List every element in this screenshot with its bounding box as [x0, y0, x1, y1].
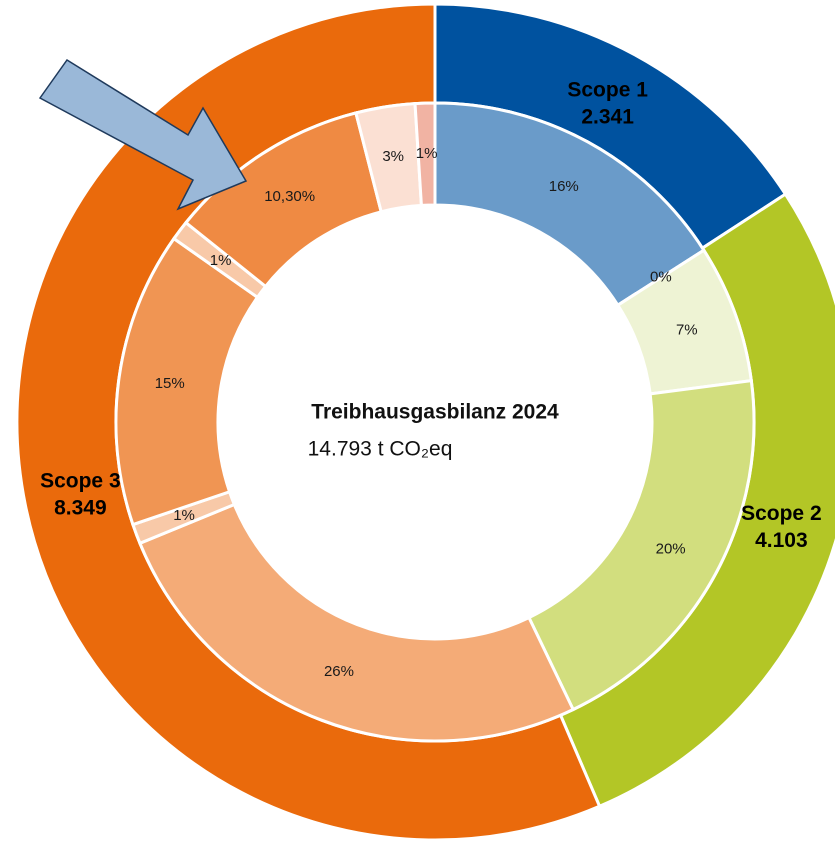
donut-segment	[137, 502, 576, 743]
segment-label: Scope 3	[40, 469, 121, 492]
value-label: 1%	[173, 507, 195, 524]
center-subtitle: 14.793 t CO₂eq	[308, 438, 453, 461]
value-label: 15%	[155, 375, 185, 392]
value-label: 26%	[324, 663, 354, 680]
donut-segment	[413, 101, 437, 208]
value-label: 10,30%	[264, 188, 315, 205]
center-title: Treibhausgasbilanz 2024	[311, 401, 559, 424]
value-label: 20%	[656, 541, 686, 558]
value-label: 3%	[382, 148, 404, 165]
value-label: 1%	[416, 145, 438, 162]
rings	[15, 2, 835, 842]
value-label: 8.349	[54, 496, 107, 519]
labels: Scope 1 2.341 Scope 2 4.103 Scope 3 8.349 16% 0…	[40, 78, 822, 680]
value-label: 7%	[676, 321, 698, 338]
value-label: 16%	[549, 178, 579, 195]
segment-label: Scope 1	[567, 78, 648, 101]
value-label: 2.341	[581, 105, 634, 128]
value-label: 1%	[210, 252, 232, 269]
segment-label: Scope 2	[741, 502, 822, 525]
value-label: 0%	[650, 269, 672, 286]
value-label: 4.103	[755, 529, 808, 552]
pointer-arrow	[38, 58, 248, 211]
